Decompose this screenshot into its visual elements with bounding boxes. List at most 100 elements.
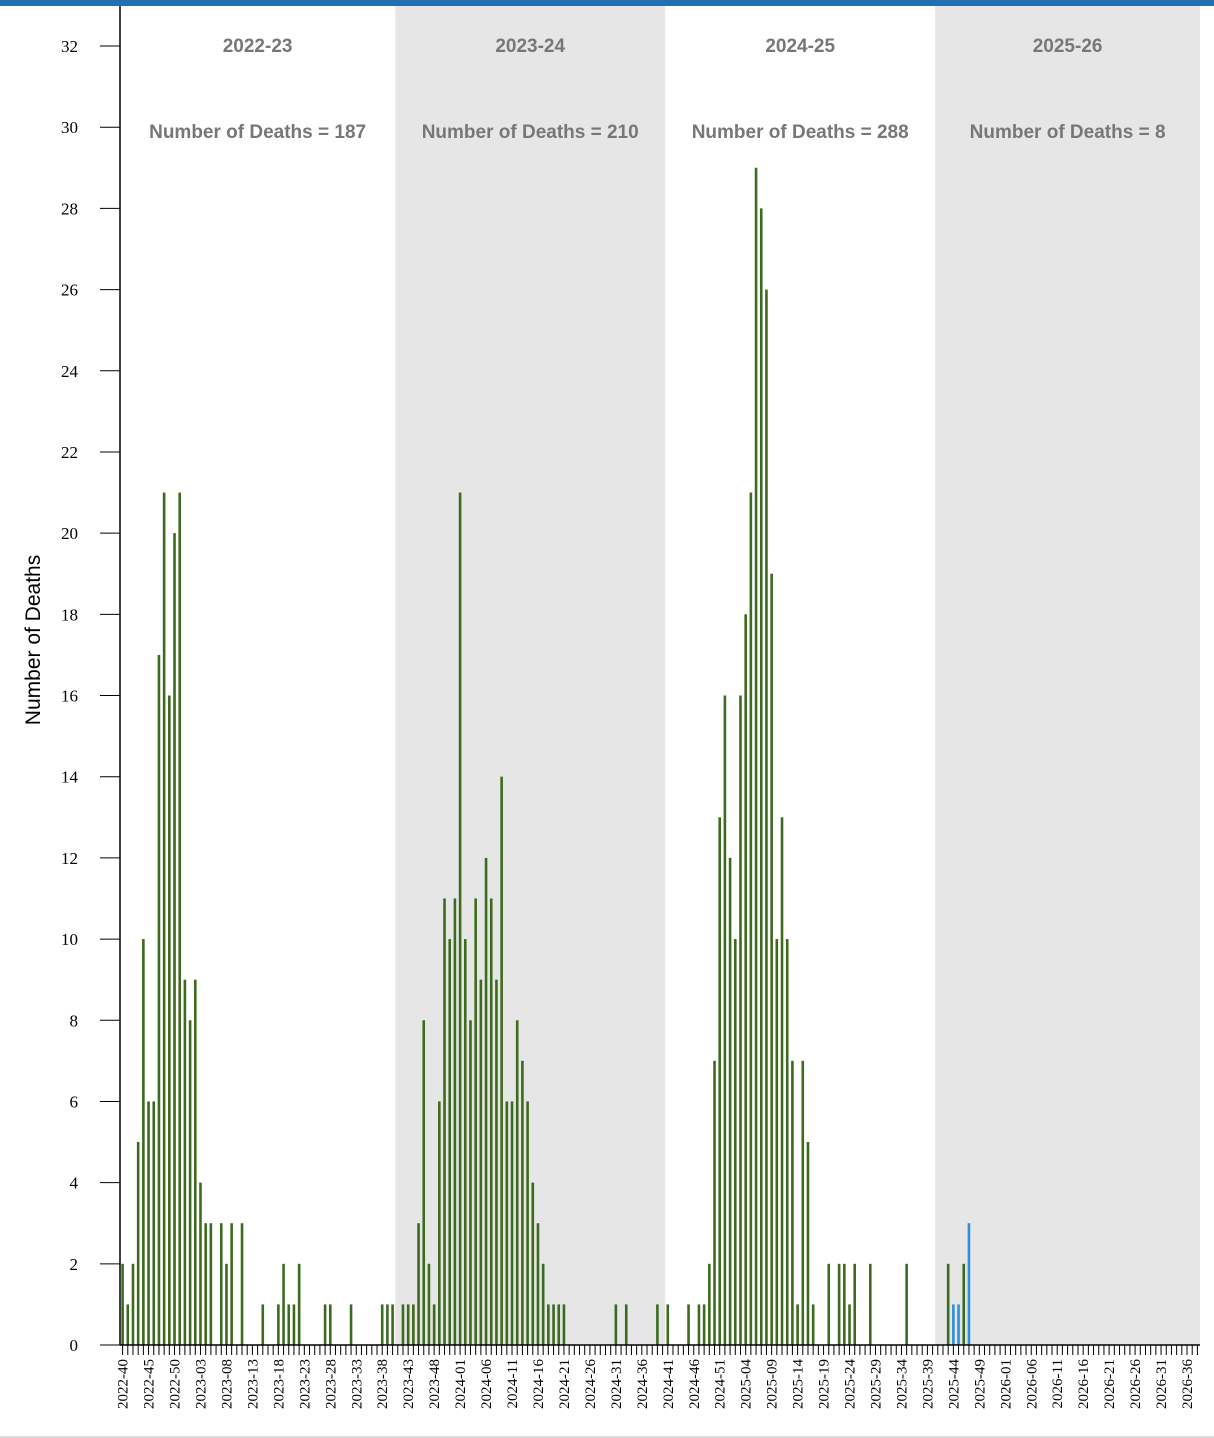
bar-2023-08 (225, 1263, 228, 1345)
bar-2025-08 (765, 289, 768, 1345)
bar-2025-05 (749, 492, 753, 1345)
bar-2023-05 (209, 1223, 213, 1345)
x-tick-label: 2025-44 (946, 1359, 962, 1409)
bar-2023-47 (427, 1263, 431, 1345)
y-tick-label: 18 (61, 605, 78, 624)
y-tick-label: 26 (61, 281, 78, 300)
bar-2025-16 (806, 1142, 810, 1345)
bar-2024-19 (552, 1304, 555, 1345)
x-tick-label: 2025-34 (894, 1359, 910, 1409)
y-tick-label: 30 (61, 118, 78, 137)
bar-2025-10 (775, 939, 779, 1345)
bar-2025-22 (837, 1263, 841, 1345)
x-tick-label: 2024-51 (713, 1359, 729, 1409)
bar-2024-06 (484, 857, 488, 1345)
bar-2024-20 (557, 1304, 561, 1345)
season-deaths-label: Number of Deaths = 210 (422, 122, 639, 143)
y-tick-label: 10 (61, 930, 78, 949)
x-tick-label: 2025-29 (868, 1359, 884, 1409)
season-label: 2025-26 (1033, 36, 1103, 57)
bar-2023-04 (204, 1223, 207, 1345)
bar-2023-02 (193, 979, 197, 1345)
bar-2022-46 (152, 1101, 156, 1345)
bar-2024-50 (713, 1060, 716, 1345)
bar-2025-13 (791, 1060, 794, 1345)
x-tick-label: 2024-36 (635, 1359, 651, 1409)
bar-2023-15 (261, 1304, 265, 1345)
bar-2025-07 (759, 208, 763, 1345)
bar-2025-03 (739, 695, 742, 1345)
y-tick-label: 8 (70, 1011, 79, 1030)
bar-2024-39 (656, 1304, 659, 1345)
x-tick-label: 2023-13 (245, 1359, 261, 1409)
bar-2023-32 (349, 1304, 353, 1345)
bar-2025-14 (796, 1304, 799, 1345)
bar-2024-48 (702, 1304, 706, 1345)
bar-2023-22 (297, 1263, 301, 1345)
bar-2023-18 (277, 1304, 280, 1345)
bar-2023-49 (438, 1101, 441, 1345)
x-tick-label: 2024-11 (505, 1359, 521, 1408)
x-tick-label: 2026-11 (1050, 1359, 1066, 1408)
bar-2025-06 (754, 167, 758, 1345)
bar-2024-47 (697, 1304, 701, 1345)
season-deaths-label: Number of Deaths = 288 (692, 122, 909, 143)
bar-2023-52 (453, 898, 457, 1345)
bar-2023-19 (282, 1263, 285, 1345)
y-tick-label: 16 (61, 687, 78, 706)
bar-2023-45 (417, 1223, 420, 1345)
bar-2024-31 (614, 1304, 618, 1345)
bar-2025-44 (952, 1304, 955, 1345)
bar-2023-44 (412, 1304, 415, 1345)
x-tick-label: 2026-16 (1076, 1359, 1092, 1409)
bar-2024-33 (624, 1304, 628, 1345)
bar-2025-12 (785, 939, 789, 1345)
bar-2023-43 (406, 1304, 410, 1345)
x-tick-label: 2022-40 (116, 1359, 132, 1409)
axes-layer (119, 6, 1200, 1346)
bar-2025-04 (744, 614, 747, 1345)
bar-2024-15 (531, 1182, 535, 1345)
x-tick-label: 2026-31 (1154, 1359, 1170, 1409)
x-tick-label: 2024-16 (531, 1359, 547, 1409)
bar-2024-08 (495, 979, 498, 1345)
x-tick-label: 2022-50 (168, 1359, 184, 1409)
x-tick-label: 2022-45 (142, 1359, 158, 1409)
bar-2023-20 (287, 1304, 291, 1345)
y-axis-title: Number of Deaths (22, 555, 45, 725)
bar-2023-39 (386, 1304, 389, 1345)
bars-layer (121, 167, 971, 1345)
bar-2023-51 (448, 939, 452, 1345)
y-tick-label: 0 (70, 1336, 79, 1355)
y-tick-label: 24 (61, 362, 79, 381)
bar-2024-21 (562, 1304, 566, 1345)
x-tick-label: 2023-43 (401, 1359, 417, 1409)
x-tick-label: 2023-03 (193, 1359, 209, 1409)
bottom-edge (0, 1436, 1214, 1438)
bar-2025-17 (811, 1304, 815, 1345)
x-tick-label: 2025-49 (972, 1359, 988, 1409)
x-tick-label: 2026-26 (1128, 1359, 1144, 1409)
bar-2024-02 (463, 939, 467, 1345)
bar-2023-01 (188, 1020, 192, 1345)
bar-2023-48 (432, 1304, 436, 1345)
x-tick-label: 2025-39 (920, 1359, 936, 1409)
bar-2024-49 (708, 1263, 711, 1345)
bar-2025-23 (843, 1263, 846, 1345)
x-tick-label: 2024-26 (583, 1359, 599, 1409)
bar-2022-51 (178, 492, 182, 1345)
bar-2025-09 (770, 573, 773, 1345)
x-tick-label: 2024-01 (453, 1359, 469, 1409)
x-tick-label: 2023-33 (349, 1359, 365, 1409)
bar-2025-24 (848, 1304, 851, 1345)
season-label: 2024-25 (765, 36, 835, 57)
x-tick-label: 2026-01 (998, 1359, 1014, 1409)
y-tick-label: 32 (61, 37, 78, 56)
y-tick-label: 28 (61, 199, 78, 218)
bar-2025-28 (868, 1263, 872, 1345)
y-tick-label: 2 (70, 1255, 79, 1274)
bar-2024-07 (489, 898, 493, 1345)
bar-2023-28 (328, 1304, 332, 1345)
